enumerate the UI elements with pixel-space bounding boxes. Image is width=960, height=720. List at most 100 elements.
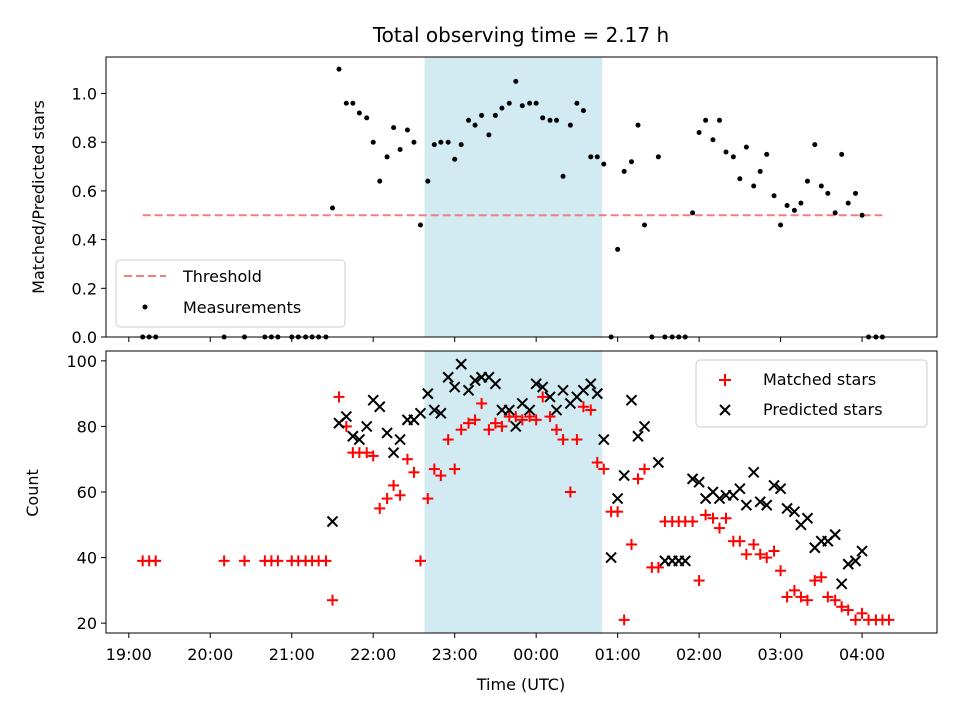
measurement-point [642, 222, 648, 228]
measurement-point [723, 149, 729, 155]
predicted-star-point [713, 492, 726, 505]
matched-star-point [530, 414, 542, 426]
measurement-point [601, 161, 607, 167]
predicted-star-point [347, 430, 359, 442]
bottom-y-tick-label: 40 [77, 549, 97, 568]
predicted-star-point [530, 378, 542, 390]
predicted-star-point [761, 499, 773, 511]
predicted-star-point [740, 499, 753, 511]
measurement-point [492, 112, 498, 118]
bottom-y-tick-label: 100 [66, 352, 97, 371]
matched-star-point [408, 466, 420, 478]
matched-star-point [401, 453, 413, 465]
matched-star-point [612, 506, 624, 518]
measurement-point [466, 117, 472, 123]
predicted-star-point [435, 407, 447, 420]
x-tick-label: 01:00 [595, 645, 641, 664]
matched-star-point [272, 555, 284, 567]
x-tick-label: 21:00 [269, 645, 315, 664]
top-legend: Threshold Measurements [115, 259, 346, 328]
predicted-star-point [414, 407, 427, 420]
measurement-point [499, 105, 505, 111]
top-y-tick-label: 0.2 [72, 279, 97, 298]
predicted-star-point [428, 404, 441, 416]
matched-star-point [326, 594, 338, 606]
measurement-point [853, 190, 859, 196]
measurement-point [825, 190, 831, 196]
matched-star-point [435, 470, 447, 482]
predicted-star-point [448, 381, 461, 393]
predicted-star-point [611, 492, 624, 505]
measurement-point [547, 117, 553, 123]
predicted-star-point [374, 401, 386, 413]
matched-star-point [388, 479, 400, 491]
legend-measurements-label: Measurements [183, 298, 301, 317]
matched-star-point [483, 424, 495, 436]
predicted-star-point [381, 427, 393, 439]
predicted-star-point [835, 578, 848, 590]
predicted-star-point [774, 483, 787, 495]
top-plot-frame [105, 56, 938, 338]
measurement-point [472, 122, 478, 128]
chart-title: Total observing time = 2.17 h [372, 23, 669, 47]
predicted-star-point [632, 430, 644, 442]
x-tick-label: 03:00 [758, 645, 804, 664]
matched-star-point [463, 417, 475, 429]
predicted-star-point [326, 515, 339, 528]
matched-star-point [394, 489, 406, 501]
matched-star-point [815, 571, 827, 583]
matched-star-point [455, 424, 467, 436]
measurement-point [690, 210, 696, 216]
measurement-point [370, 139, 376, 145]
measurement-point [812, 142, 818, 148]
measurement-point [417, 222, 423, 228]
measurement-point [411, 139, 417, 145]
top-y-tick-label: 0.0 [72, 328, 97, 347]
measurement-point [384, 154, 390, 160]
matched-star-point [218, 555, 230, 567]
measurement-point [343, 100, 349, 106]
predicted-star-point [856, 545, 868, 557]
predicted-star-point [387, 446, 400, 459]
predicted-star-point [781, 502, 793, 515]
measurement-point [560, 173, 566, 179]
predicted-star-point [598, 433, 610, 446]
predicted-star-point [693, 476, 705, 488]
x-tick-label: 23:00 [432, 645, 478, 664]
measurement-point [431, 142, 437, 148]
measurement-point [594, 154, 600, 160]
matched-star-point [801, 594, 813, 606]
predicted-star-point [652, 456, 665, 469]
matched-star-point [632, 473, 644, 485]
legend-measurements-marker [142, 304, 148, 310]
matched-star-point [361, 447, 373, 459]
measurement-point [751, 183, 757, 189]
matched-star-point [618, 614, 630, 626]
measurement-point [804, 178, 810, 184]
matched-star-point [476, 397, 488, 409]
predicted-star-point [557, 384, 569, 397]
top-y-tick-label: 0.6 [72, 182, 97, 201]
measurement-point [716, 117, 722, 123]
measurement-point [513, 78, 519, 84]
matched-star-point [625, 538, 637, 550]
matched-star-point [516, 414, 528, 426]
matched-star-point [524, 411, 536, 423]
predicted-star-point [591, 387, 603, 400]
matched-star-point [414, 555, 426, 567]
measurement-point [703, 117, 709, 123]
measurement-point [615, 246, 621, 252]
measurement-point [635, 122, 641, 128]
matched-star-point [557, 434, 569, 446]
predicted-star-point [638, 420, 651, 433]
predicted-star-point [768, 479, 780, 492]
measurement-point [621, 168, 627, 174]
measurement-point [452, 156, 458, 162]
matched-star-point [754, 548, 766, 560]
measurement-point [710, 137, 716, 143]
matched-star-point [333, 391, 345, 403]
predicted-star-point [842, 558, 854, 570]
legend-matched-marker [719, 374, 731, 386]
bottom-y-tick-label: 80 [77, 417, 97, 436]
matched-star-point [537, 391, 549, 403]
